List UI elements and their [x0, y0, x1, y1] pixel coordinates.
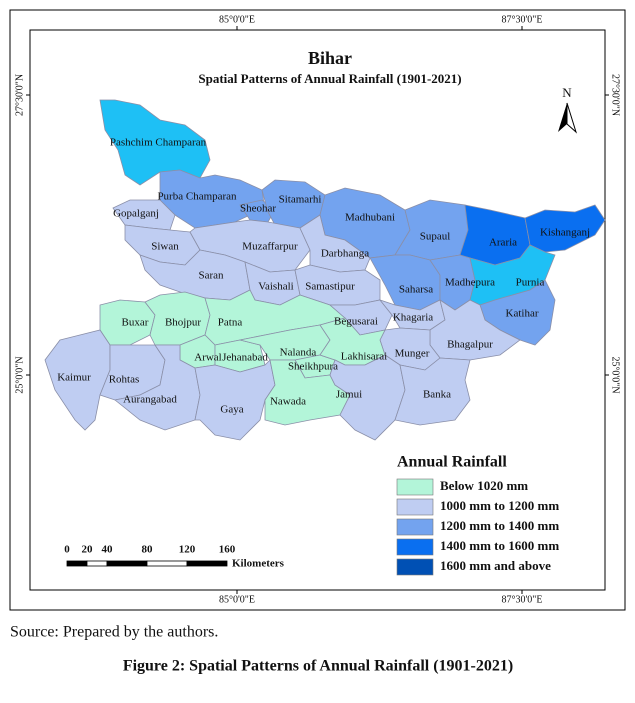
scale-tick-label: 120 [179, 544, 196, 556]
district-label: Purnia [516, 277, 545, 289]
scale-segment [66, 560, 88, 567]
district-label: Lakhisarai [341, 351, 387, 363]
district-label: Gaya [220, 404, 243, 416]
scale-tick-label: 80 [142, 544, 154, 556]
north-label: N [562, 85, 572, 100]
district-label: Arwal [194, 352, 222, 364]
district [114, 344, 201, 431]
scale-segment [86, 560, 108, 567]
district-label: Katihar [506, 308, 539, 320]
legend-label: 1600 mm and above [440, 558, 551, 573]
district [299, 214, 371, 273]
legend-swatch [396, 558, 434, 576]
district-label: Nawada [270, 396, 306, 408]
district-label: Bhagalpur [447, 339, 493, 351]
district-label: Purba Champaran [157, 191, 237, 203]
district-label: Araria [489, 237, 517, 249]
legend-label: 1000 mm to 1200 mm [440, 498, 559, 513]
district [194, 359, 276, 441]
district-label: Buxar [122, 317, 149, 329]
district-label: Madhubani [345, 212, 395, 224]
arrow-right [566, 102, 578, 134]
longitude-label: 85°0'0"E [219, 14, 255, 25]
scale-segment [186, 560, 228, 567]
district-label: Nalanda [280, 347, 317, 359]
district-label: Jamui [336, 389, 362, 401]
district-label: Samastipur [305, 281, 355, 293]
district-label: Sheohar [240, 203, 276, 215]
district-label: Banka [423, 389, 451, 401]
district-label: Siwan [151, 241, 179, 253]
district-label: Gopalganj [113, 208, 159, 220]
district-label: Aurangabad [123, 394, 177, 406]
district-label: Rohtas [109, 374, 140, 386]
district-label: Vaishali [258, 281, 293, 293]
legend-swatch [396, 498, 434, 516]
legend-swatch [396, 538, 434, 556]
map-title: Bihar [308, 48, 352, 68]
district-label: Kaimur [57, 372, 91, 384]
district-label: Patna [218, 317, 243, 329]
scale-unit: Kilometers [232, 558, 285, 570]
scale-segment [106, 560, 148, 567]
legend-label: Below 1020 mm [440, 478, 528, 493]
figure-caption: Figure 2: Spatial Patterns of Annual Rai… [123, 658, 513, 675]
district-label: Munger [395, 348, 430, 360]
district-label: Khagaria [393, 312, 433, 324]
latitude-label: 27°30'0"N [14, 74, 25, 116]
scale-tick-label: 0 [64, 544, 70, 556]
latitude-label: 25°0'0"N [14, 356, 25, 393]
legend-label: 1400 mm to 1600 mm [440, 538, 559, 553]
district-label: Jehanabad [222, 352, 268, 364]
longitude-label: 85°0'0"E [219, 594, 255, 605]
latitude-label: 25°0'0"N [610, 356, 621, 393]
longitude-label: 87°30'0"E [502, 14, 543, 25]
longitude-label: 87°30'0"E [502, 594, 543, 605]
scale-segment [146, 560, 188, 567]
legend-swatch [396, 478, 434, 496]
district-label: Bhojpur [165, 317, 201, 329]
district-label: Darbhanga [321, 248, 369, 260]
district-label: Saran [198, 270, 224, 282]
legend-label: 1200 mm to 1400 mm [440, 518, 559, 533]
legend-title: Annual Rainfall [397, 454, 507, 471]
district-label: Supaul [420, 231, 451, 243]
scale-tick-label: 160 [219, 544, 236, 556]
scale-tick-label: 20 [82, 544, 94, 556]
district [44, 329, 111, 431]
legend: Below 1020 mm 1000 mm to 1200 mm 1200 mm t… [396, 478, 559, 576]
district-label: Madhepura [445, 277, 495, 289]
district-layer: Pashchim Champaran Purba ChamparanSheohar… [44, 99, 606, 441]
district-label: Muzaffarpur [242, 241, 298, 253]
district-label: Begusarai [334, 316, 378, 328]
district-label: Sitamarhi [279, 194, 322, 206]
district-label: Sheikhpura [288, 361, 338, 373]
north-arrow: N [558, 85, 578, 134]
map-subtitle: Spatial Patterns of Annual Rainfall (190… [198, 71, 461, 86]
arrow-left [558, 103, 567, 132]
scale-bar: 0 20 40 80 120 160 Kilometers [64, 544, 284, 570]
district-label: Saharsa [399, 284, 433, 296]
legend-swatch [396, 518, 434, 536]
scale-tick-label: 40 [102, 544, 114, 556]
latitude-label: 27°30'0"N [610, 74, 621, 116]
district-label: Pashchim Champaran [110, 137, 207, 149]
district-label: Kishanganj [540, 227, 590, 239]
district [394, 357, 471, 426]
source-note: Source: Prepared by the authors. [10, 624, 218, 641]
